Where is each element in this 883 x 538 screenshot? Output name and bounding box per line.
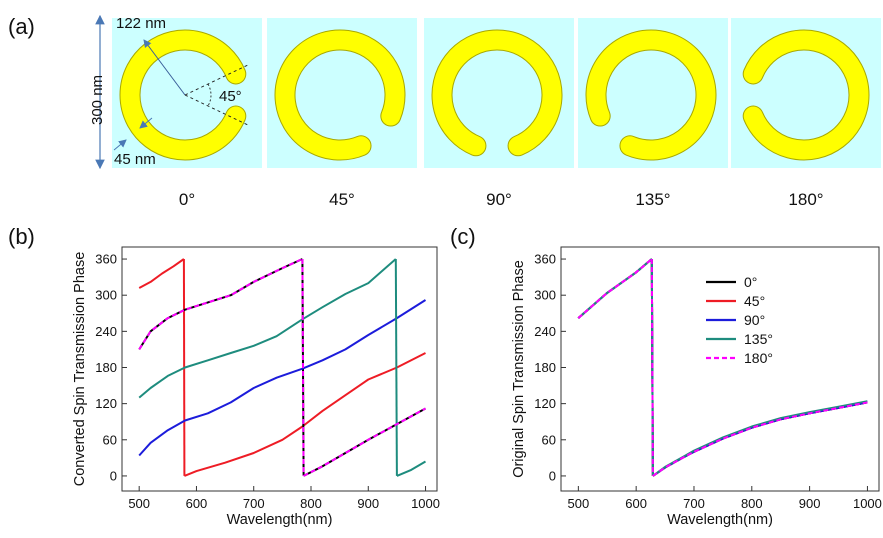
y-tick-label: 120 [95, 396, 117, 411]
x-tick-label: 700 [683, 496, 705, 511]
x-tick-label: 900 [357, 496, 379, 511]
y-tick-label: 0 [549, 468, 556, 483]
series-90° [577, 258, 868, 477]
series-line [138, 258, 185, 289]
legend-label: 90° [744, 312, 765, 328]
split-ring [432, 30, 562, 156]
ring-tile-45 [267, 18, 417, 168]
legend-label: 180° [744, 350, 773, 366]
split-ring-tiles [112, 18, 881, 168]
gap-line-lower [184, 94, 251, 127]
series-line [394, 258, 398, 476]
y-tick-label: 300 [534, 288, 556, 303]
legend-label: 135° [744, 331, 773, 347]
dimension-annotations: 300 nm 122 nm 45° 45 nm [89, 14, 251, 170]
x-tick-label: 500 [567, 496, 589, 511]
x-axis-label: Wavelength(nm) [227, 512, 333, 528]
panel-a: (a) 300 nm 122 nm 45° 45 nm 0° 45° 90° 135°… [8, 14, 881, 209]
series-2 [138, 299, 427, 457]
width-arrow-outer [139, 117, 153, 129]
series-line [301, 258, 305, 476]
series-1 [138, 258, 426, 477]
y-tick-label: 0 [110, 468, 117, 483]
chart-c: 500 600 700 800 900 1000 0 60 120 180 240 300 360 Wav… [511, 246, 882, 528]
series-180° [577, 258, 868, 477]
y-axis-label: Original Spin Transmission Phase [511, 260, 527, 478]
y-tick-label: 240 [534, 324, 556, 339]
x-tick-label: 500 [128, 496, 150, 511]
ring-tile-180 [731, 18, 881, 168]
angle-label: 45° [219, 88, 242, 105]
panel-b-label: (b) [8, 224, 35, 249]
split-ring [120, 30, 246, 160]
angle-arc [207, 83, 212, 107]
series-line [396, 460, 427, 477]
panel-a-label: (a) [8, 14, 35, 39]
rotation-label: 90° [486, 190, 512, 209]
x-tick-label: 900 [799, 496, 821, 511]
series-line [303, 407, 426, 477]
y-tick-label: 60 [542, 432, 556, 447]
y-tick-label: 180 [534, 360, 556, 375]
series-0° [577, 258, 868, 477]
gap-line-upper [184, 63, 251, 96]
rotation-label: 135° [635, 190, 670, 209]
x-tick-label: 800 [741, 496, 763, 511]
series-line [652, 401, 868, 477]
radius-arrow [143, 39, 186, 96]
series-135° [577, 258, 868, 477]
width-label: 45 nm [114, 151, 156, 168]
y-tick-label: 360 [534, 252, 556, 267]
legend-label: 0° [744, 274, 757, 290]
legend-label: 45° [744, 293, 765, 309]
split-ring [586, 30, 716, 160]
series-0 [138, 258, 426, 477]
y-tick-label: 60 [103, 432, 117, 447]
series-line [138, 258, 303, 350]
series-line [652, 401, 868, 477]
y-tick-label: 240 [95, 324, 117, 339]
plot-frame [121, 246, 438, 492]
y-tick-label: 120 [534, 396, 556, 411]
series-line [650, 258, 654, 476]
ring-tile-135 [578, 18, 728, 168]
panel-c-label: (c) [450, 224, 476, 249]
x-tick-label: 800 [300, 496, 322, 511]
x-tick-label: 600 [625, 496, 647, 511]
legend: 0° 45° 90° 135° 180° [706, 274, 773, 366]
x-axis-label: Wavelength(nm) [667, 512, 773, 528]
series-line [138, 299, 427, 457]
y-axis-label: Converted Spin Transmission Phase [72, 252, 88, 487]
rotation-labels: 0° 45° 90° 135° 180° [179, 190, 824, 209]
x-tick-label: 700 [243, 496, 265, 511]
rotation-label: 0° [179, 190, 195, 209]
x-tick-label: 1000 [411, 496, 440, 511]
series-45° [577, 258, 868, 477]
width-arrow-inner [113, 139, 127, 151]
plot-frame [560, 246, 880, 492]
y-tick-label: 180 [95, 360, 117, 375]
series-line [652, 401, 868, 477]
chart-b: 500 600 700 800 900 1000 0 60 120 180 240 300 360 Wav… [72, 246, 440, 528]
x-tick-label: 1000 [853, 496, 882, 511]
height-label: 300 nm [89, 75, 106, 125]
series-3 [138, 258, 427, 477]
y-tick-label: 300 [95, 288, 117, 303]
rotation-label: 45° [329, 190, 355, 209]
series-line [138, 258, 397, 399]
ring-tile-90 [424, 18, 574, 168]
rotation-label: 180° [788, 190, 823, 209]
y-tick-label: 360 [95, 252, 117, 267]
series-line [577, 258, 653, 319]
ring-tile-0 [112, 18, 262, 168]
split-ring [275, 30, 405, 160]
series-line [652, 401, 868, 477]
radius-label: 122 nm [116, 15, 166, 32]
split-ring [743, 30, 869, 160]
x-tick-label: 600 [186, 496, 208, 511]
series-4 [138, 258, 426, 477]
series-line [184, 352, 426, 477]
series-line [652, 400, 868, 477]
